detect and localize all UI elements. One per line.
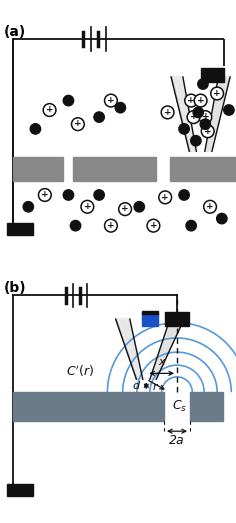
Circle shape	[30, 124, 41, 134]
Bar	[142, 313, 158, 326]
Circle shape	[147, 219, 160, 232]
Text: +: +	[41, 190, 49, 199]
Polygon shape	[205, 77, 230, 151]
Circle shape	[43, 104, 56, 117]
Text: +: +	[213, 89, 221, 98]
Text: $C_s$: $C_s$	[172, 399, 187, 414]
Circle shape	[204, 200, 216, 213]
Bar	[201, 67, 224, 82]
Text: +: +	[204, 127, 211, 135]
Bar	[170, 157, 236, 181]
Polygon shape	[116, 319, 143, 379]
Text: +: +	[150, 221, 157, 230]
Polygon shape	[204, 77, 230, 151]
Circle shape	[217, 213, 227, 224]
Text: 2a: 2a	[169, 434, 185, 447]
Text: +: +	[161, 192, 169, 201]
Circle shape	[38, 189, 51, 201]
Text: $C'(r)$: $C'(r)$	[66, 363, 94, 379]
Text: (a): (a)	[4, 25, 26, 39]
Circle shape	[161, 106, 174, 119]
Text: d: d	[132, 381, 139, 391]
Polygon shape	[173, 77, 196, 151]
Circle shape	[105, 94, 117, 107]
Circle shape	[198, 79, 208, 89]
Bar	[165, 312, 189, 326]
Circle shape	[63, 95, 74, 106]
Text: x: x	[158, 357, 165, 367]
Text: +: +	[187, 96, 195, 105]
Bar	[190, 392, 223, 420]
Circle shape	[211, 87, 223, 100]
Text: +: +	[197, 96, 204, 105]
Circle shape	[191, 135, 201, 146]
Bar	[7, 223, 33, 235]
Polygon shape	[150, 319, 184, 379]
Text: (b): (b)	[4, 281, 26, 295]
Bar	[13, 157, 63, 181]
Text: +: +	[202, 112, 209, 121]
Text: +: +	[84, 202, 91, 211]
Circle shape	[194, 94, 207, 107]
Text: +: +	[164, 108, 171, 117]
Circle shape	[201, 125, 214, 138]
Circle shape	[72, 118, 84, 131]
Circle shape	[187, 111, 200, 123]
Circle shape	[105, 219, 117, 232]
Text: +: +	[74, 119, 82, 129]
Text: +: +	[107, 221, 115, 230]
Text: +: +	[206, 202, 214, 211]
Text: r: r	[152, 382, 157, 392]
Circle shape	[200, 119, 211, 129]
Circle shape	[119, 203, 131, 215]
Circle shape	[186, 221, 196, 231]
Polygon shape	[118, 319, 143, 379]
Circle shape	[115, 103, 126, 113]
Circle shape	[224, 105, 234, 115]
Bar	[142, 311, 158, 314]
Circle shape	[81, 200, 94, 213]
Text: +: +	[107, 96, 115, 105]
Circle shape	[179, 124, 189, 134]
Circle shape	[23, 201, 34, 212]
Bar	[7, 484, 33, 496]
Circle shape	[94, 190, 104, 200]
Text: +: +	[121, 204, 129, 213]
Circle shape	[94, 112, 104, 122]
Circle shape	[193, 107, 203, 118]
Circle shape	[134, 201, 144, 212]
Text: +: +	[190, 112, 197, 121]
Circle shape	[70, 221, 81, 231]
Polygon shape	[171, 77, 196, 151]
Circle shape	[159, 191, 172, 204]
Circle shape	[63, 190, 74, 200]
Circle shape	[179, 190, 189, 200]
Bar	[13, 392, 164, 420]
Bar	[73, 157, 156, 181]
Circle shape	[185, 94, 198, 107]
Text: +: +	[46, 105, 53, 115]
Circle shape	[199, 111, 212, 123]
Polygon shape	[149, 319, 184, 379]
